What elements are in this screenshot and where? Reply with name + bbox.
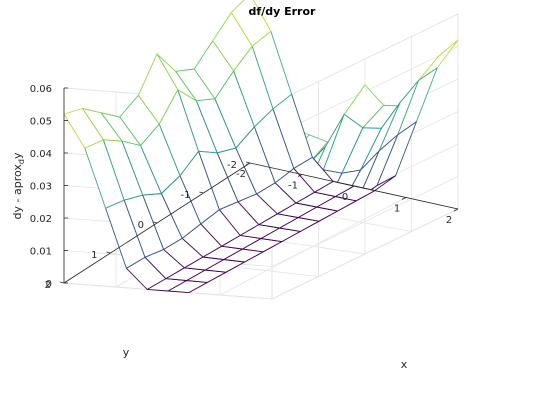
x-tick-label: 1 — [394, 204, 400, 215]
z-axis-label-sub: d — [17, 159, 26, 164]
y-axis-label: y — [123, 346, 130, 359]
x-tick-label: -2 — [236, 169, 246, 180]
x-axis-label: x — [401, 358, 408, 371]
z-axis-label-tail: y — [11, 152, 24, 159]
x-tick-label: 2 — [446, 215, 452, 226]
y-tick-label: -2 — [227, 160, 237, 171]
z-tick-label: 0.05 — [30, 117, 52, 128]
x-tick-mark — [349, 185, 355, 189]
surface-mesh — [63, 0, 459, 294]
z-axis-label-main: dy - aprox — [11, 164, 24, 220]
x-tick-mark — [453, 208, 459, 212]
z-axis-label: dy - aproxdy — [11, 152, 26, 219]
y-tick-mark — [152, 221, 158, 224]
x-tick-mark — [297, 174, 303, 177]
chart-title: df/dy Error — [249, 5, 316, 18]
x-tick-label: 0 — [342, 192, 348, 203]
x-tick-mark — [245, 162, 251, 166]
surface-cell — [418, 39, 459, 81]
z-tick-label: 0.06 — [30, 84, 52, 95]
x-tick-mark — [401, 197, 407, 200]
z-tick-label: 0.02 — [30, 214, 52, 225]
y-tick-label: 0 — [138, 220, 144, 231]
z-tick-label: 0.01 — [30, 247, 52, 258]
y-tick-mark — [59, 281, 65, 284]
x-tick-label: -1 — [288, 181, 298, 192]
y-tick-label: -1 — [181, 190, 191, 201]
y-tick-label: 2 — [45, 280, 51, 291]
z-tick-label: 0 — [46, 279, 52, 290]
y-tick-label: 1 — [91, 250, 97, 261]
y-tick-mark — [199, 191, 204, 194]
y-tick-mark — [245, 161, 251, 164]
z-tick-label: 0.03 — [30, 182, 52, 193]
y-tick-mark — [106, 251, 111, 254]
surface-cell — [230, 0, 272, 47]
z-tick-label: 0.04 — [30, 149, 52, 160]
